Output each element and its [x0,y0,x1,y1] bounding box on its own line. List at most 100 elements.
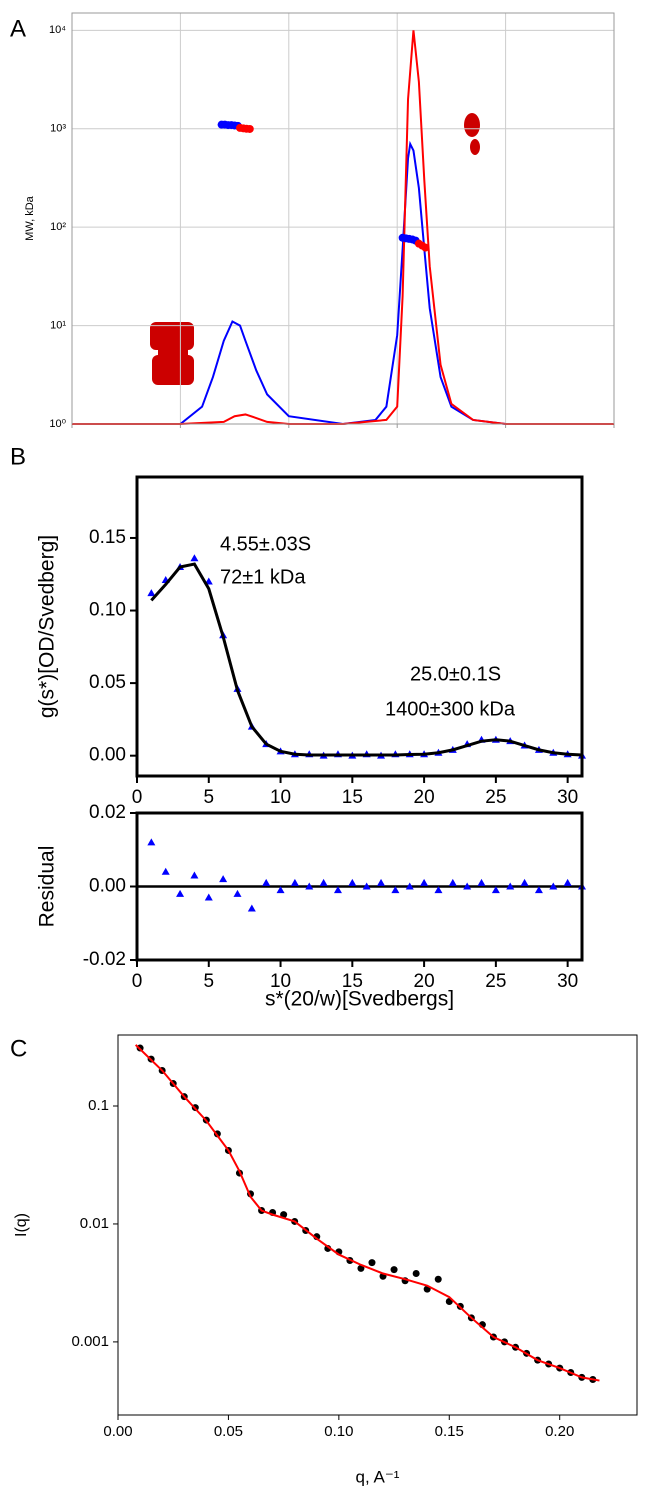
data-point [348,878,357,886]
data-point [448,878,457,886]
data-point [463,882,472,890]
x-tick-label: 30 [557,787,578,808]
plot-frame [135,475,584,778]
data-point [305,882,314,890]
y-tick-label: 10¹ [50,319,66,331]
y-axis-label: Residual [36,846,59,928]
plot-frame [135,811,584,962]
data-point [147,589,156,597]
y-tick-label: 0.01 [80,1215,109,1232]
molecule-part [152,355,194,385]
data-point [391,886,400,894]
data-point [357,1264,365,1272]
data-line [134,1044,600,1382]
data-point [262,878,271,886]
x-axis-label: q, A⁻¹ [356,1467,400,1486]
data-point [491,886,500,894]
y-tick-label: 0.00 [89,876,126,897]
data-line [150,562,583,757]
x-tick-label: 25 [485,787,506,808]
x-tick-label: 5 [203,971,214,992]
data-point [290,878,299,886]
data-point [477,878,486,886]
data-point [176,889,185,897]
data-point [549,882,558,890]
molecule-large [150,322,194,385]
x-tick-label: 10 [270,787,291,808]
data-point [161,867,170,875]
data-point [247,904,256,912]
panel-label: B [10,443,26,470]
x-tick-label: 15 [342,971,363,992]
data-point [412,1270,420,1278]
data-point [190,554,199,562]
molecule-part [464,113,480,137]
y-axis-label: I(q) [13,1213,30,1237]
x-tick-label: 20 [414,787,435,808]
data-point [190,871,199,879]
y-tick-label: 0.1 [88,1097,109,1114]
y-tick-label: 0.02 [89,802,126,823]
data-point [390,1266,398,1274]
data-point [377,878,386,886]
y-tick-label: 0.001 [71,1333,109,1350]
x-tick-label: 25 [485,971,506,992]
data-point [333,886,342,894]
y-tick-label: 0.15 [89,527,126,548]
y-tick-label: 0.00 [89,745,126,766]
y-axis-label: MW, kDa [24,195,36,240]
annotation: 72±1 kDa [220,566,306,588]
data-point [506,882,515,890]
x-tick-label: 0.05 [214,1423,243,1440]
x-tick-label: 10 [270,971,291,992]
plot-frame [117,1034,638,1416]
data-point [362,882,371,890]
y-tick-label: 10³ [50,123,66,135]
data-point [420,878,429,886]
x-tick-label: 0.00 [103,1423,132,1440]
y-tick-label: -0.02 [83,949,126,970]
panel-label: C [10,1035,27,1062]
y-axis-label: g(s*)[OD/Svedberg] [36,535,59,718]
data-point [434,886,443,894]
y-tick-label: 0.05 [89,672,126,693]
data-point [245,124,254,133]
panel-label: A [10,15,26,42]
x-tick-label: 0.15 [435,1423,464,1440]
annotation: 1400±300 kDa [385,698,516,720]
data-point [219,875,228,883]
molecule-part [150,322,194,350]
molecule-part [158,345,188,359]
x-tick-label: 0.10 [324,1423,353,1440]
data-point [147,838,156,846]
data-point [204,893,213,901]
data-point [405,882,414,890]
x-tick-label: 30 [557,971,578,992]
x-tick-label: 5 [203,787,214,808]
data-point [276,886,285,894]
data-point [563,878,572,886]
y-tick-label: 10² [50,221,66,233]
data-point [368,1259,376,1267]
y-tick-label: 10⁰ [49,418,66,430]
annotation: 4.55±.03S [220,533,311,555]
x-tick-label: 20 [414,971,435,992]
y-tick-label: 10⁴ [49,24,66,36]
x-axis-label: s*(20/w)[Svedbergs] [265,988,454,1011]
data-point [280,1211,288,1219]
molecule-small [464,113,480,155]
molecule-part [470,139,480,155]
data-line [72,140,614,426]
data-line [72,30,614,425]
x-tick-label: 15 [342,787,363,808]
x-tick-label: 0 [132,787,143,808]
y-tick-label: 0.10 [89,600,126,621]
data-point [520,878,529,886]
data-point [319,878,328,886]
data-point [233,889,242,897]
data-point [421,243,430,252]
x-tick-label: 0 [132,971,143,992]
plot-frame [71,12,615,425]
data-point [534,886,543,894]
